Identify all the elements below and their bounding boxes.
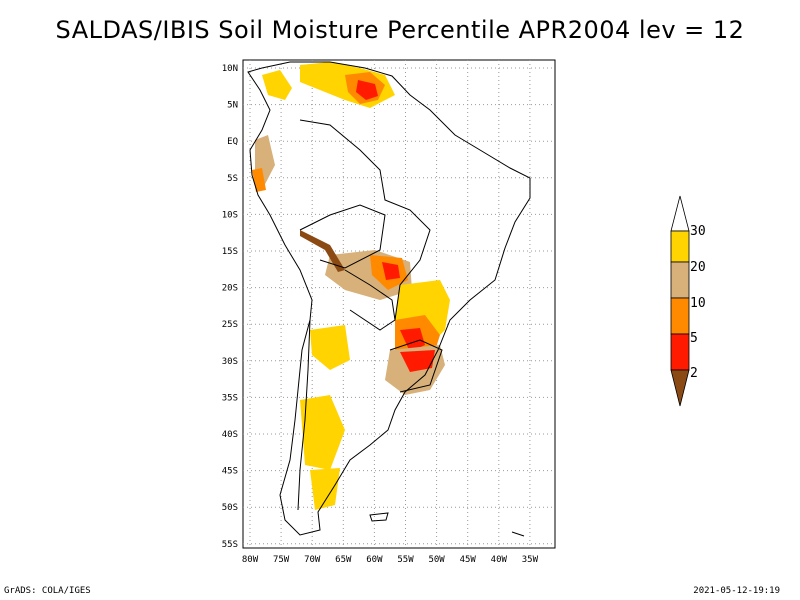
footer-timestamp: 2021-05-12-19:19 <box>693 586 780 596</box>
lat-label: 10N <box>222 64 238 74</box>
lat-label: 35S <box>222 393 238 403</box>
legend-box-5 <box>670 333 690 371</box>
lat-axis-labels: 10N 5N EQ 5S 10S 15S 20S 25S 30S 35S 40S 45S 50S 55S <box>222 64 238 550</box>
border-paraguay <box>344 269 396 331</box>
lon-label: 55W <box>397 555 414 565</box>
falklands <box>369 512 389 522</box>
moisture-shading <box>252 62 450 510</box>
shade-parana-red <box>400 328 425 352</box>
legend-bottom-arrow <box>670 369 690 407</box>
legend-box-20 <box>670 261 690 299</box>
color-legend: 30 20 10 5 2 <box>670 195 706 407</box>
lon-label: 50W <box>428 555 445 565</box>
lon-label: 35W <box>522 555 539 565</box>
lat-label: 45S <box>222 467 238 477</box>
south-georgia <box>511 531 525 537</box>
lat-label: 30S <box>222 357 238 367</box>
lon-label: 70W <box>304 555 321 565</box>
shade-argentina-central <box>300 395 345 470</box>
lat-label: 50S <box>222 503 238 513</box>
shade-colombia <box>262 70 292 100</box>
lat-label: 10S <box>222 210 238 220</box>
lat-label: 25S <box>222 320 238 330</box>
map-panel: 10N5NEQ5S10S15S20S25S30S35S40S45S50S55S … <box>222 59 556 565</box>
shade-patagonia <box>310 468 340 510</box>
plot-title: SALDAS/IBIS Soil Moisture Percentile APR… <box>55 16 745 44</box>
lon-label: 65W <box>335 555 352 565</box>
legend-box-30 <box>670 230 690 263</box>
lon-label: 80W <box>242 555 259 565</box>
shade-bolivia-red <box>382 262 400 280</box>
shade-argentina-north <box>310 325 350 370</box>
border-brazil-west <box>299 119 431 321</box>
lon-label: 40W <box>491 555 508 565</box>
coastline <box>247 61 531 537</box>
lon-label: 45W <box>460 555 477 565</box>
legend-label-20: 20 <box>690 260 706 275</box>
shade-uruguay-red <box>400 350 435 372</box>
legend-label-5: 5 <box>690 331 698 346</box>
legend-label-30: 30 <box>690 224 706 239</box>
lat-label: 20S <box>222 284 238 294</box>
shade-north-darkred <box>356 80 378 100</box>
lat-label: 55S <box>222 540 238 550</box>
lat-label: EQ <box>227 137 238 147</box>
lon-label: 75W <box>273 555 290 565</box>
legend-label-10: 10 <box>690 296 706 311</box>
border-argentina-chile <box>297 319 311 511</box>
lon-axis-labels: 80W 75W 70W 65W 60W 55W 50W 45W 40W 35W <box>242 555 539 565</box>
legend-top-arrow <box>670 195 690 232</box>
lat-label: 5N <box>227 101 238 111</box>
gridlines <box>243 60 555 548</box>
continent-outline <box>247 61 531 536</box>
border-uruguay <box>389 339 443 393</box>
legend-label-2: 2 <box>690 366 698 381</box>
legend-box-10 <box>670 297 690 335</box>
lat-label: 5S <box>227 174 238 184</box>
footer-credit: GrADS: COLA/IGES <box>4 586 91 596</box>
shade-brown-strip <box>300 230 345 272</box>
border-bolivia <box>299 204 386 269</box>
lat-label: 15S <box>222 247 238 257</box>
lat-label: 40S <box>222 430 238 440</box>
lon-label: 60W <box>366 555 383 565</box>
